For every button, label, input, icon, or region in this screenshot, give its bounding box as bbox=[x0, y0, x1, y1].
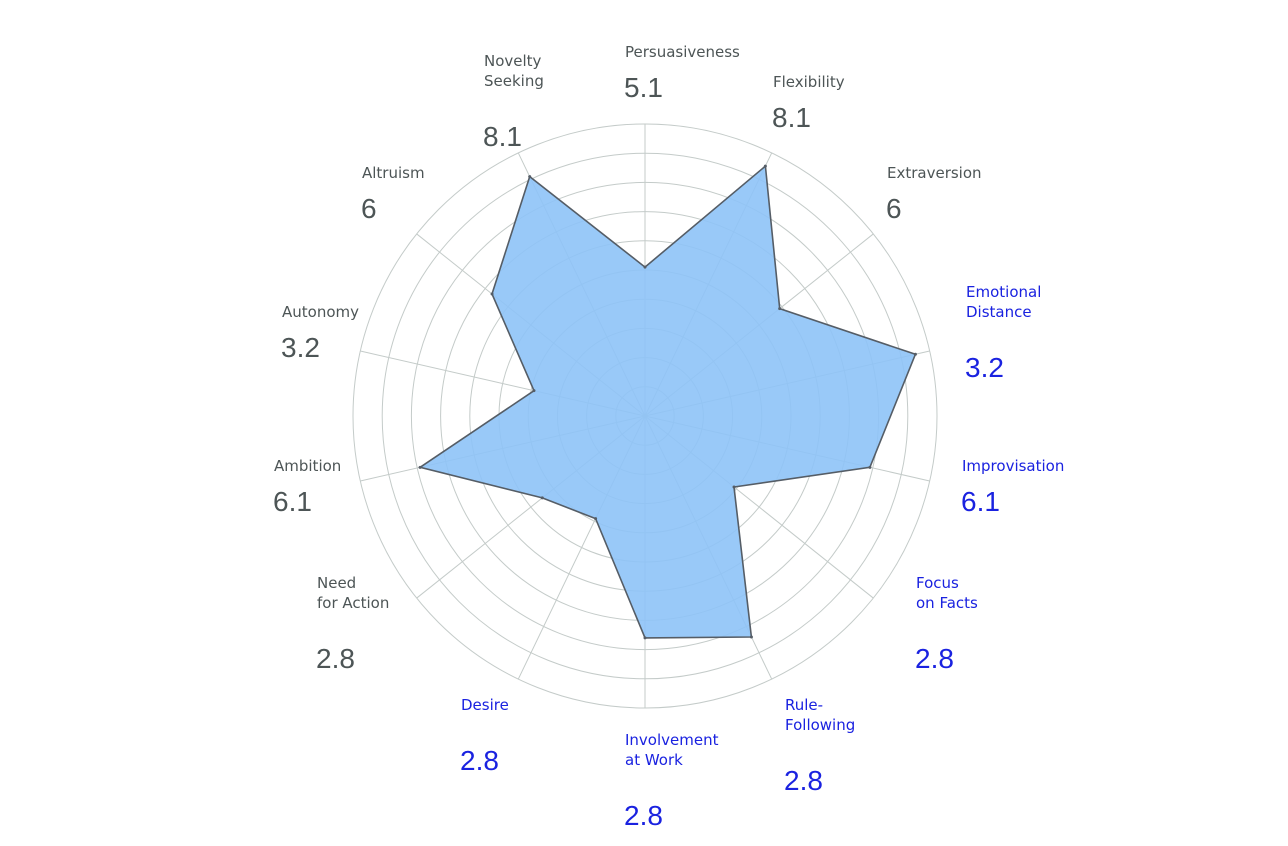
axis-label-emotional-distance: Emotional Distance 3.2 bbox=[965, 283, 1041, 383]
data-point-autonomy bbox=[532, 389, 536, 393]
data-point-improvisation bbox=[868, 465, 872, 469]
data-point-focus-on-facts bbox=[732, 485, 736, 489]
axis-label-text: Autonomy bbox=[282, 303, 359, 321]
axis-value-need-for-action: 2.8 bbox=[316, 643, 355, 674]
axis-label-desire: Desire 2.8 bbox=[460, 696, 509, 776]
data-point-involvement-at-work bbox=[643, 636, 647, 640]
axis-label-rule-following: Rule- Following 2.8 bbox=[784, 696, 855, 796]
axis-value-persuasiveness: 5.1 bbox=[624, 72, 663, 103]
axis-label-text: Novelty bbox=[484, 52, 542, 70]
axis-label-text: Rule- bbox=[785, 696, 823, 714]
axis-value-ambition: 6.1 bbox=[273, 486, 312, 517]
axis-label-persuasiveness: Persuasiveness 5.1 bbox=[624, 43, 740, 103]
axis-label-text: for Action bbox=[317, 594, 389, 612]
axis-value-rule-following: 2.8 bbox=[784, 765, 823, 796]
data-point-flexibility bbox=[763, 164, 767, 168]
axis-value-flexibility: 8.1 bbox=[772, 102, 811, 133]
axis-value-autonomy: 3.2 bbox=[281, 332, 320, 363]
radar-series bbox=[418, 164, 917, 640]
axis-label-need-for-action: Need for Action 2.8 bbox=[316, 574, 389, 674]
axis-label-text: Desire bbox=[461, 696, 509, 714]
data-point-novelty-seeking bbox=[528, 175, 532, 179]
axis-labels: Persuasiveness 5.1 Flexibility 8.1 Extravers… bbox=[273, 43, 1064, 831]
axis-label-text: on Facts bbox=[916, 594, 978, 612]
axis-label-text: Improvisation bbox=[962, 457, 1064, 475]
axis-label-extraversion: Extraversion 6 bbox=[886, 164, 982, 224]
axis-label-improvisation: Improvisation 6.1 bbox=[961, 457, 1064, 517]
data-point-extraversion bbox=[778, 307, 782, 311]
axis-label-text: Need bbox=[317, 574, 356, 592]
axis-label-text: Flexibility bbox=[773, 73, 845, 91]
axis-label-novelty-seeking: Novelty Seeking 8.1 bbox=[483, 52, 544, 152]
axis-label-text: at Work bbox=[625, 751, 683, 769]
axis-value-desire: 2.8 bbox=[460, 745, 499, 776]
axis-label-text: Persuasiveness bbox=[625, 43, 740, 61]
data-point-need-for-action bbox=[540, 496, 544, 500]
data-point-ambition bbox=[418, 465, 422, 469]
axis-label-text: Emotional bbox=[966, 283, 1041, 301]
data-point-emotional-distance bbox=[913, 352, 917, 356]
axis-value-emotional-distance: 3.2 bbox=[965, 352, 1004, 383]
axis-value-extraversion: 6 bbox=[886, 193, 902, 224]
data-point-rule-following bbox=[749, 635, 753, 639]
axis-label-text: Altruism bbox=[362, 164, 425, 182]
axis-label-autonomy: Autonomy 3.2 bbox=[281, 303, 359, 363]
axis-label-text: Seeking bbox=[484, 72, 544, 90]
axis-label-involvement-at-work: Involvement at Work 2.8 bbox=[624, 731, 719, 831]
axis-value-involvement-at-work: 2.8 bbox=[624, 800, 663, 831]
data-point-altruism bbox=[490, 292, 494, 296]
axis-label-text: Extraversion bbox=[887, 164, 982, 182]
axis-label-altruism: Altruism 6 bbox=[361, 164, 425, 224]
data-point-persuasiveness bbox=[643, 265, 647, 269]
axis-label-flexibility: Flexibility 8.1 bbox=[772, 73, 845, 133]
axis-value-improvisation: 6.1 bbox=[961, 486, 1000, 517]
axis-value-novelty-seeking: 8.1 bbox=[483, 121, 522, 152]
data-point-desire bbox=[594, 517, 598, 521]
axis-value-focus-on-facts: 2.8 bbox=[915, 643, 954, 674]
axis-label-focus-on-facts: Focus on Facts 2.8 bbox=[915, 574, 978, 674]
axis-label-text: Focus bbox=[916, 574, 959, 592]
axis-label-text: Ambition bbox=[274, 457, 341, 475]
axis-label-text: Distance bbox=[966, 303, 1032, 321]
axis-label-text: Following bbox=[785, 716, 855, 734]
axis-label-text: Involvement bbox=[625, 731, 719, 749]
axis-label-ambition: Ambition 6.1 bbox=[273, 457, 341, 517]
axis-value-altruism: 6 bbox=[361, 193, 377, 224]
